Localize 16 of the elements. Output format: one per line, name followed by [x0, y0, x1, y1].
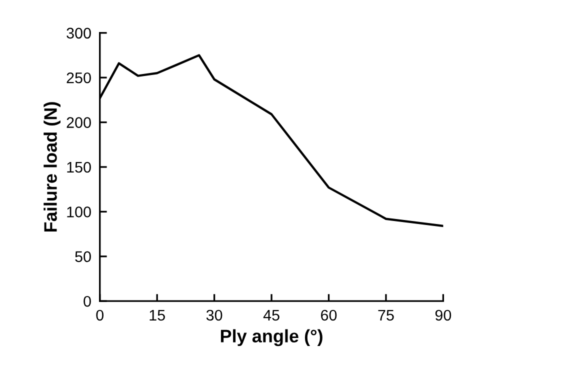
x-tick-label: 90 — [435, 310, 452, 321]
x-tick-label: 45 — [263, 310, 280, 321]
y-tick-label: 250 — [66, 72, 91, 84]
y-tick-label: 100 — [67, 206, 91, 218]
y-tick-label: 50 — [75, 251, 91, 262]
x-axis-title: Ply angle (°) — [220, 329, 322, 346]
y-tick-label: 200 — [66, 117, 91, 128]
y-tick-label: 300 — [66, 28, 91, 39]
y-axis-title: Failure load (N) — [44, 102, 60, 232]
y-tick-label: 150 — [67, 162, 91, 173]
x-tick-label: 30 — [206, 310, 222, 321]
x-tick-label: 75 — [378, 310, 394, 321]
y-tick-label: 0 — [84, 296, 91, 307]
x-tick-label: 0 — [96, 310, 104, 321]
x-tick-label: 15 — [150, 310, 165, 321]
x-tick-label: 60 — [321, 310, 337, 321]
